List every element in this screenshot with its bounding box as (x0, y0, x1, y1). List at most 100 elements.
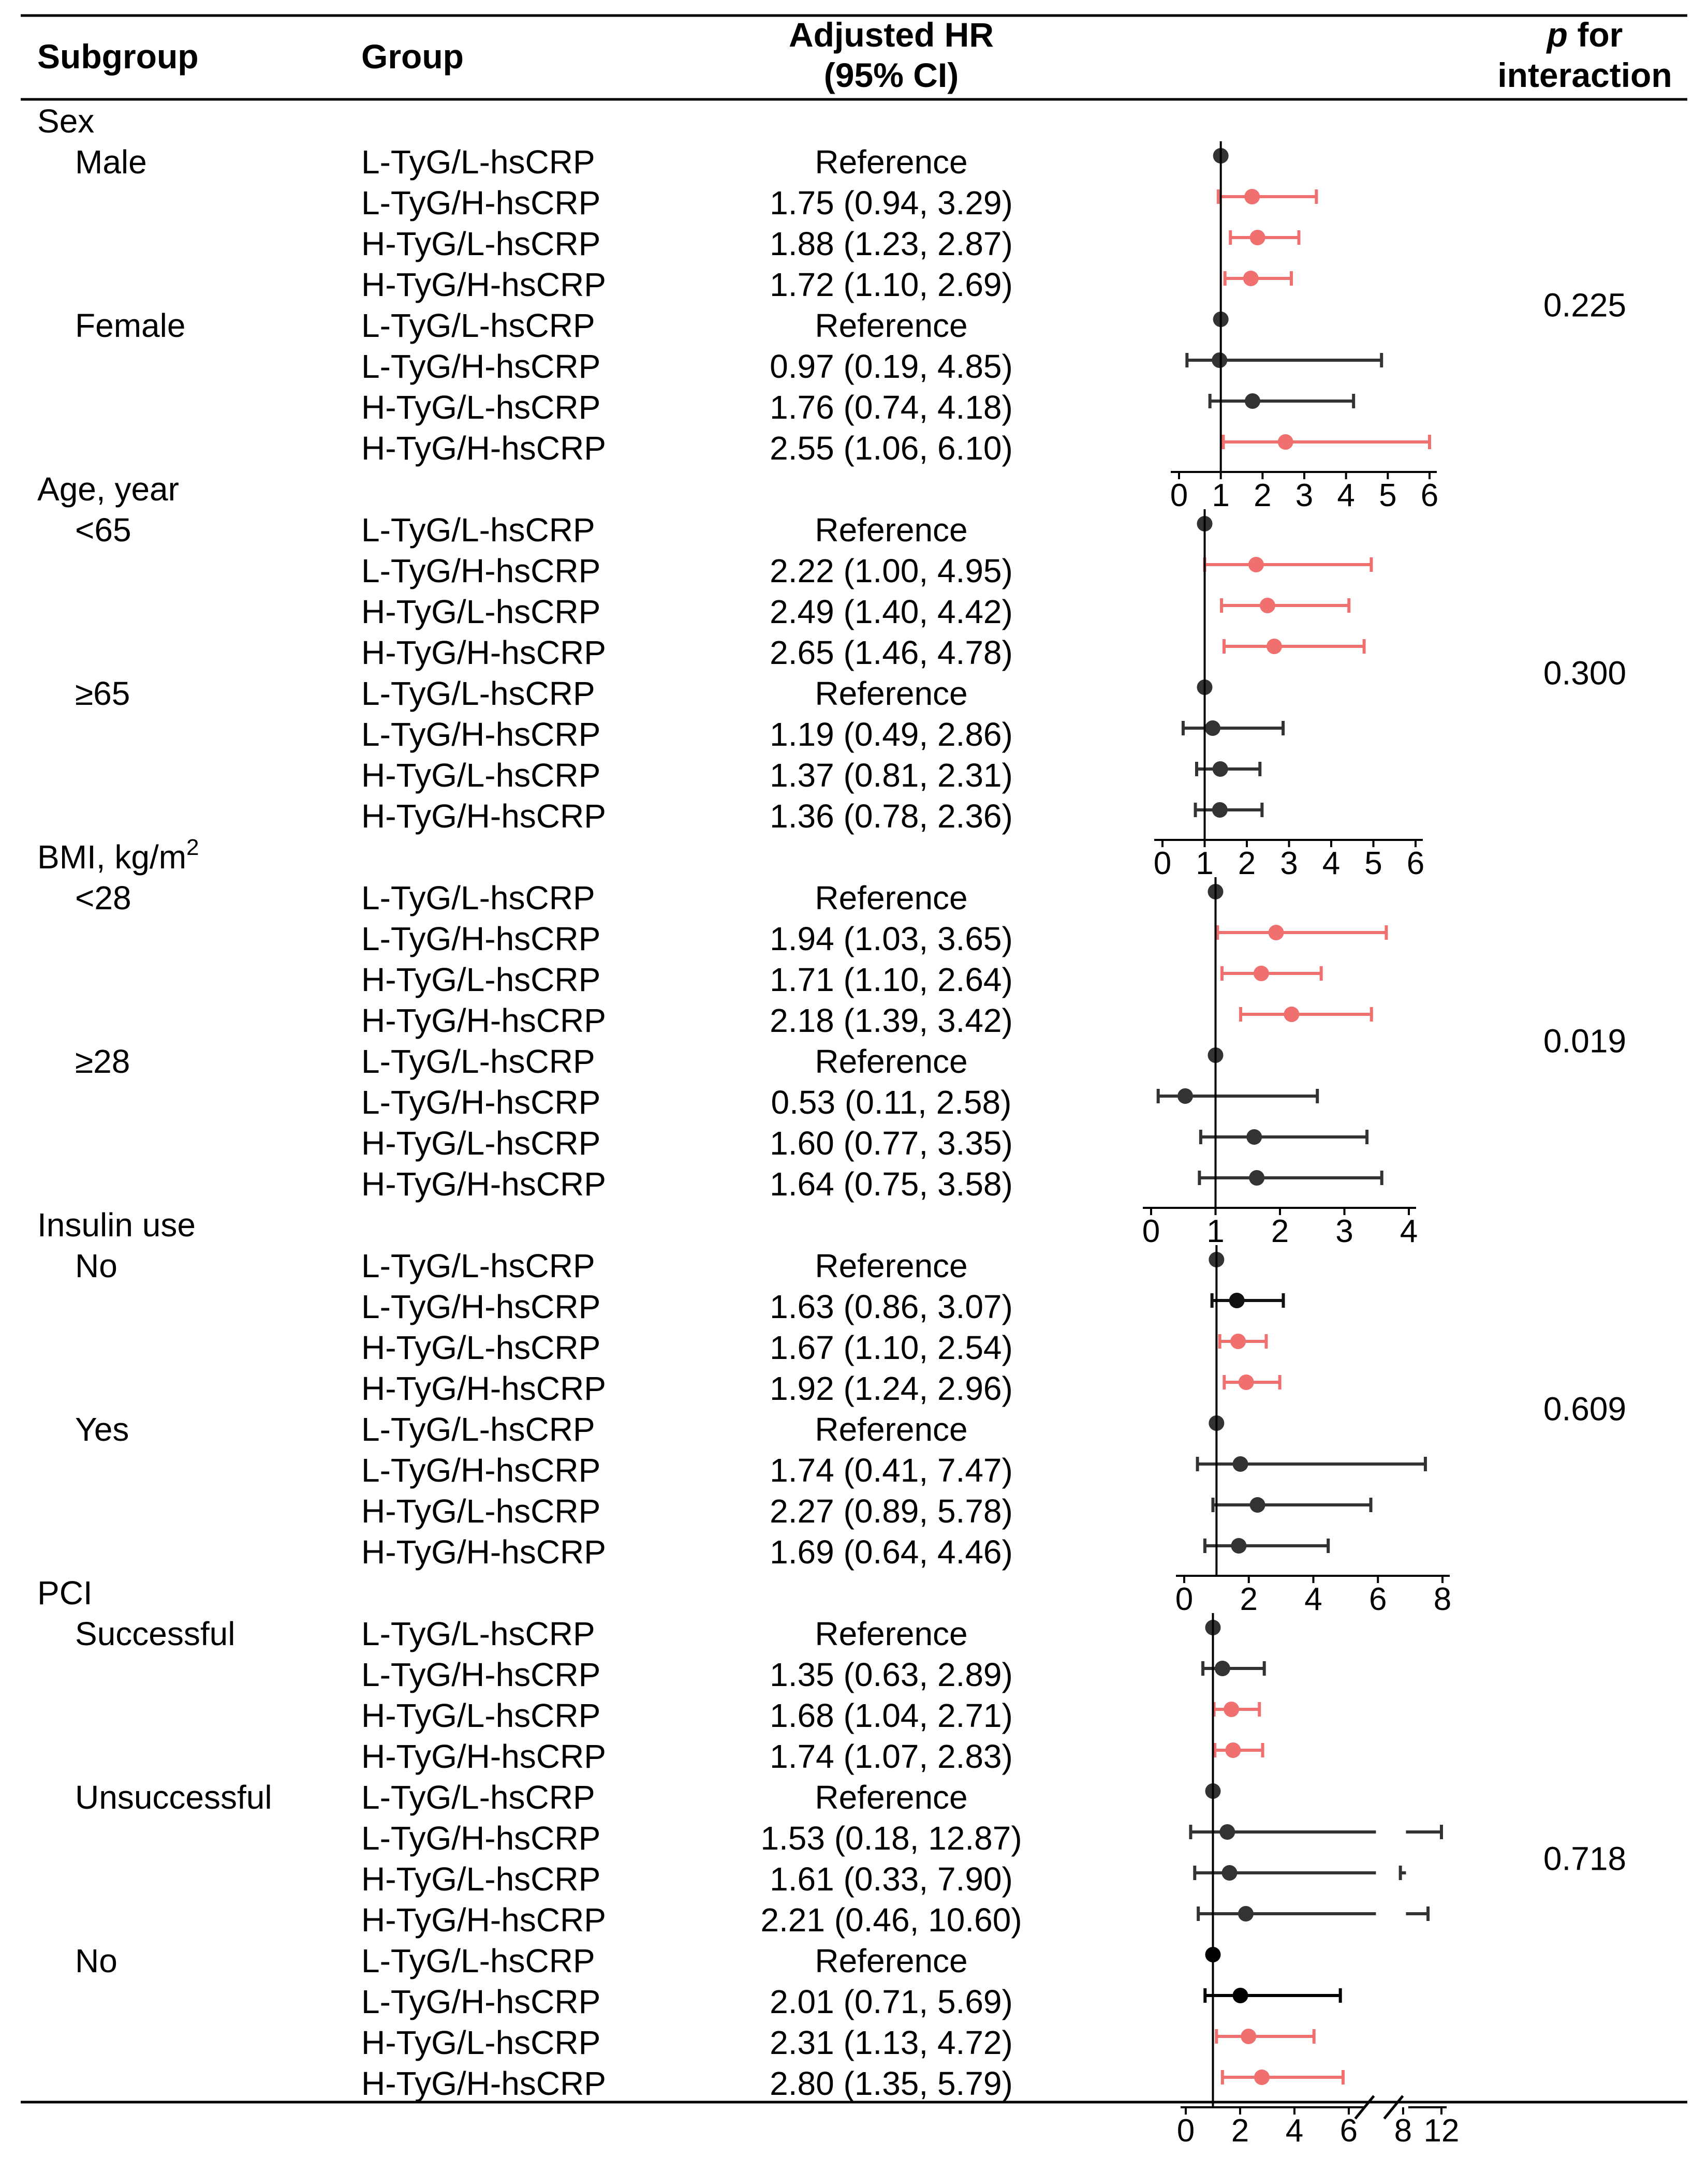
x-axis-tick-label: 2 (1240, 1581, 1258, 1617)
group-label: H-TyG/L-hsCRP (361, 593, 600, 630)
hr-point (1268, 925, 1284, 940)
p-interaction-value: 0.609 (1543, 1391, 1626, 1428)
hr-ci-value: 2.80 (1.35, 5.79) (770, 2065, 1013, 2102)
hr-ci-value: 2.55 (1.06, 6.10) (770, 430, 1013, 467)
group-label: H-TyG/L-hsCRP (361, 757, 600, 794)
header-subgroup: Subgroup (37, 37, 199, 76)
header-p-line1: p for (1546, 16, 1623, 54)
hr-point (1212, 352, 1228, 368)
hr-point (1225, 1742, 1241, 1758)
x-axis-tick-label: 4 (1286, 2113, 1303, 2149)
hr-ci-value: Reference (815, 307, 967, 344)
hr-point (1266, 639, 1282, 654)
header-hr-line2: (95% CI) (824, 56, 959, 94)
subgroup-label: Male (75, 143, 147, 181)
group-label: H-TyG/L-hsCRP (361, 389, 600, 426)
x-axis-tick-label: 4 (1337, 478, 1354, 513)
header-p-italic: p (1546, 16, 1568, 54)
hr-point (1229, 1293, 1245, 1308)
hr-point (1249, 1497, 1265, 1513)
group-label: H-TyG/L-hsCRP (361, 2024, 600, 2061)
group-label: H-TyG/H-hsCRP (361, 1165, 606, 1203)
group-label: L-TyG/L-hsCRP (361, 675, 595, 712)
group-label: L-TyG/L-hsCRP (361, 1247, 595, 1284)
x-axis-tick-label: 6 (1369, 1581, 1387, 1617)
hr-ci-value: Reference (815, 1779, 967, 1816)
hr-ci-value: 2.65 (1.46, 4.78) (770, 634, 1013, 671)
hr-ci-value: 0.97 (0.19, 4.85) (770, 348, 1013, 385)
hr-ci-value: Reference (815, 1942, 967, 1979)
hr-ci-value: 2.18 (1.39, 3.42) (770, 1002, 1013, 1039)
hr-ci-value: 1.19 (0.49, 2.86) (770, 716, 1013, 753)
group-label: L-TyG/H-hsCRP (361, 184, 600, 221)
group-label: L-TyG/H-hsCRP (361, 348, 600, 385)
hr-point (1249, 230, 1265, 245)
group-label: L-TyG/H-hsCRP (361, 1983, 600, 2020)
group-label: L-TyG/L-hsCRP (361, 1779, 595, 1816)
group-label: L-TyG/H-hsCRP (361, 920, 600, 957)
hr-ci-value: Reference (815, 879, 967, 917)
hr-ci-value: 1.61 (0.33, 7.90) (770, 1860, 1013, 1898)
group-label: L-TyG/L-hsCRP (361, 143, 595, 181)
hr-ci-value: Reference (815, 511, 967, 549)
hr-point (1232, 1456, 1248, 1472)
hr-point (1246, 1129, 1262, 1145)
p-interaction-value: 0.019 (1543, 1023, 1626, 1060)
hr-ci-value: Reference (815, 1411, 967, 1448)
group-label: H-TyG/H-hsCRP (361, 1738, 606, 1775)
x-axis-tick-label: 3 (1295, 478, 1313, 513)
group-label: L-TyG/H-hsCRP (361, 1820, 600, 1857)
group-label: H-TyG/H-hsCRP (361, 1002, 606, 1039)
hr-point (1224, 1702, 1240, 1717)
group-label: H-TyG/L-hsCRP (361, 1125, 600, 1162)
hr-point (1219, 1824, 1235, 1840)
group-label: H-TyG/L-hsCRP (361, 961, 600, 998)
subgroup-label: Unsuccessful (75, 1779, 272, 1816)
x-axis-tick-label: 6 (1407, 846, 1424, 881)
group-label: H-TyG/L-hsCRP (361, 1697, 600, 1734)
header-p-for: for (1577, 16, 1623, 54)
x-axis-tick-label: 0 (1142, 1214, 1160, 1249)
hr-ci-value: 1.63 (0.86, 3.07) (770, 1288, 1013, 1325)
hr-point (1238, 1374, 1254, 1390)
group-label: H-TyG/L-hsCRP (361, 225, 600, 262)
hr-ci-value: 1.75 (0.94, 3.29) (770, 184, 1013, 221)
group-label: H-TyG/H-hsCRP (361, 266, 606, 303)
hr-ci-value: 1.68 (1.04, 2.71) (770, 1697, 1013, 1734)
x-axis-tick-label: 8 (1434, 1581, 1451, 1617)
x-axis-tick-label: 2 (1254, 478, 1271, 513)
hr-ci-value: 1.74 (0.41, 7.47) (770, 1452, 1013, 1489)
group-label: L-TyG/L-hsCRP (361, 307, 595, 344)
hr-ci-value: 1.35 (0.63, 2.89) (770, 1656, 1013, 1693)
hr-ci-value: 1.76 (0.74, 4.18) (770, 389, 1013, 426)
x-axis-tick-label: 4 (1322, 846, 1340, 881)
x-axis-tick-label: 0 (1175, 1581, 1193, 1617)
hr-ci-value: 1.60 (0.77, 3.35) (770, 1125, 1013, 1162)
group-label: L-TyG/H-hsCRP (361, 1656, 600, 1693)
hr-ci-value: Reference (815, 1615, 967, 1652)
hr-ci-value: 1.37 (0.81, 2.31) (770, 757, 1013, 794)
p-interaction-value: 0.300 (1543, 655, 1626, 692)
group-label: H-TyG/L-hsCRP (361, 1492, 600, 1530)
section-label: Age, year (37, 470, 179, 508)
x-axis-tick-label: 0 (1170, 478, 1188, 513)
x-axis-tick-label: 8 (1394, 2113, 1412, 2149)
p-interaction-value: 0.225 (1543, 287, 1626, 324)
hr-ci-value: 1.72 (1.10, 2.69) (770, 266, 1013, 303)
header-group: Group (361, 37, 464, 76)
x-axis-tick-label: 5 (1379, 478, 1396, 513)
group-label: L-TyG/H-hsCRP (361, 552, 600, 589)
group-label: L-TyG/H-hsCRP (361, 716, 600, 753)
subgroup-label: <65 (75, 511, 131, 549)
subgroup-label: No (75, 1942, 117, 1979)
hr-ci-value: Reference (815, 143, 967, 181)
hr-point (1238, 1906, 1254, 1921)
subgroup-label: Successful (75, 1615, 235, 1652)
group-label: L-TyG/L-hsCRP (361, 879, 595, 917)
subgroup-label: Yes (75, 1411, 129, 1448)
x-axis-tick-label: 0 (1177, 2113, 1195, 2149)
hr-point (1212, 802, 1228, 818)
hr-point (1244, 189, 1260, 204)
group-label: L-TyG/L-hsCRP (361, 1615, 595, 1652)
